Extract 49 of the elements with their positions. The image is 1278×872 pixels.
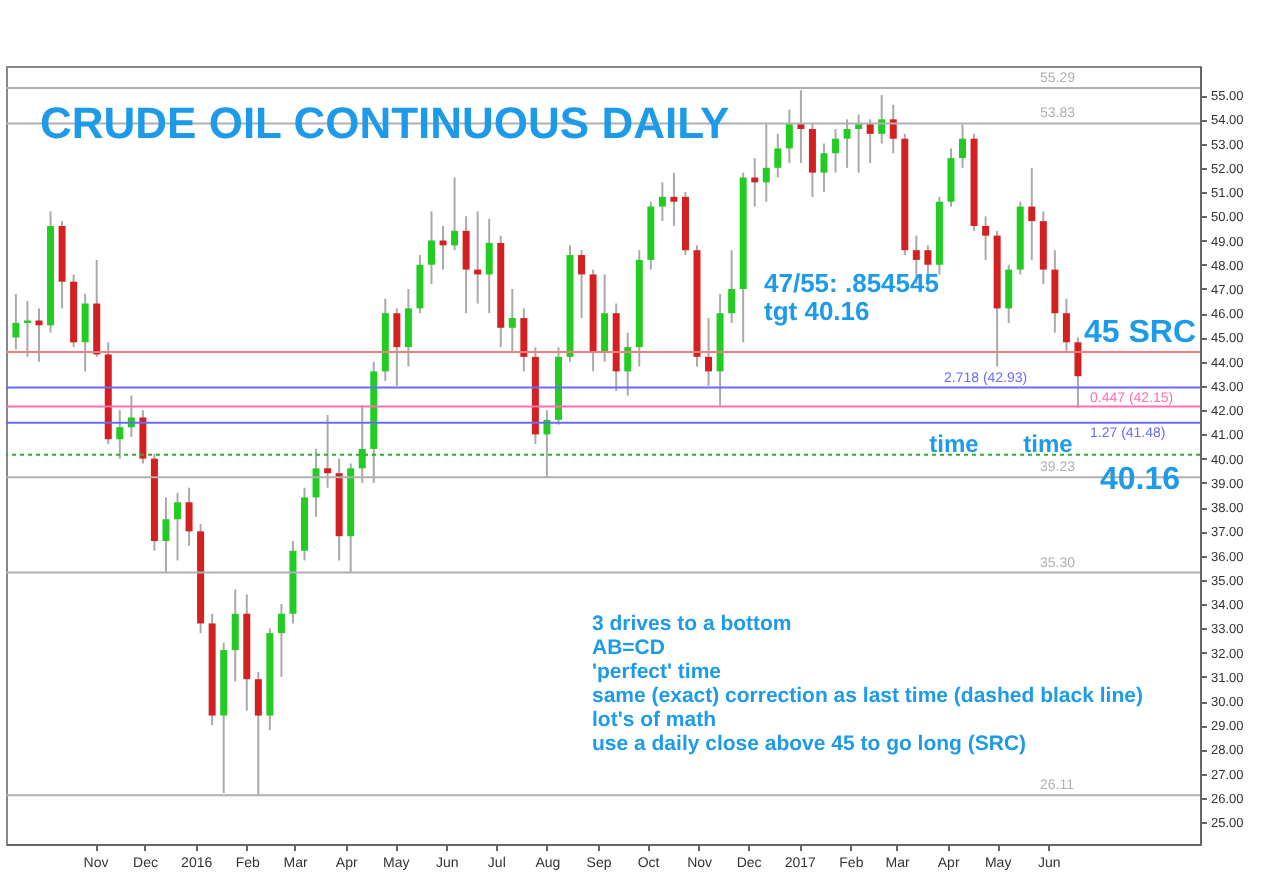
annotation: use a daily close above 45 to go long (SRC) — [592, 732, 1027, 756]
candlestick — [393, 307, 401, 387]
candlestick — [451, 176, 459, 252]
candlestick — [116, 409, 124, 460]
candlestick — [728, 249, 736, 324]
candlestick — [23, 300, 31, 358]
annotation: time — [929, 430, 980, 458]
candlestick — [12, 292, 20, 351]
candlestick — [462, 215, 470, 315]
candlestick — [751, 157, 759, 208]
candlestick — [35, 307, 43, 363]
candlestick — [1062, 297, 1070, 353]
candlestick — [820, 142, 828, 194]
annotation: 3 drives to a bottom — [592, 612, 792, 636]
ref-line-label: 40.16 — [1100, 462, 1181, 497]
candlestick — [1074, 336, 1082, 409]
annotation: tgt 40.16 — [764, 296, 870, 326]
candlestick — [705, 317, 713, 387]
candlestick — [185, 486, 193, 547]
annotation: lot's of math — [592, 708, 716, 732]
annotation: 47/55: .854545 — [764, 268, 939, 298]
candlestick — [982, 215, 990, 261]
candlestick — [624, 331, 632, 397]
candlestick — [832, 128, 840, 174]
candlestick — [670, 171, 678, 227]
annotation: AB=CD — [592, 636, 666, 660]
candlestick — [231, 588, 239, 683]
candlestick — [520, 307, 528, 373]
candlestick — [601, 273, 609, 363]
candlestick — [1005, 263, 1013, 324]
candlestick — [947, 147, 955, 208]
candlestick — [1028, 166, 1036, 261]
candlestick — [774, 132, 782, 179]
candlestick — [485, 217, 493, 315]
candlestick — [508, 287, 516, 353]
candlestick — [658, 181, 666, 223]
ref-line-label: 45 SRC — [1084, 315, 1197, 350]
candlestick — [277, 603, 285, 678]
candlestick — [427, 210, 435, 286]
annotation: 'perfect' time — [592, 660, 722, 684]
candlestick — [578, 249, 586, 320]
candlestick — [81, 292, 89, 373]
candlestick — [416, 254, 424, 315]
annotation: same (exact) correction as last time (dashed black line) — [592, 684, 1143, 708]
annotation: time — [1023, 430, 1074, 458]
text: CRUDE OIL CONTINUOUS DAILY — [40, 98, 731, 148]
candlestick — [404, 287, 412, 368]
candlestick — [174, 491, 182, 562]
candlestick — [1051, 249, 1059, 334]
